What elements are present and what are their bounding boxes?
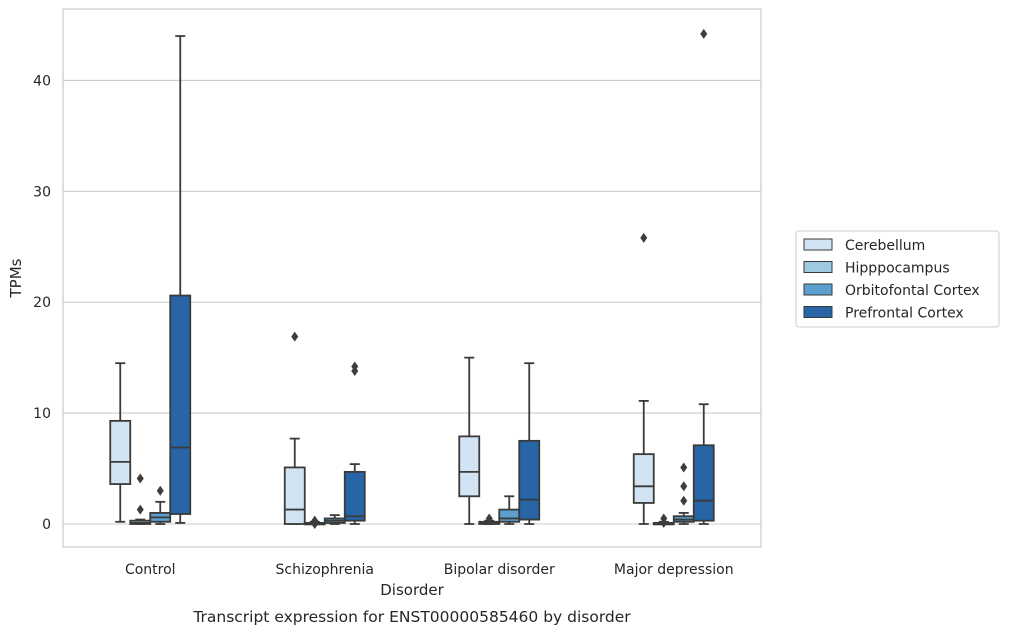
y-tick-label: 10 — [33, 406, 51, 422]
box-plot-area — [109, 28, 715, 529]
box-iqr — [518, 439, 541, 521]
outlier-point — [351, 365, 359, 376]
x-tick-label: Major depression — [614, 562, 734, 578]
x-tick-labels: Control Schizophrenia Bipolar disorder Majo… — [125, 562, 734, 578]
legend-label: Cerebellum — [845, 238, 925, 254]
outlier-point — [660, 517, 668, 528]
legend-swatch — [803, 306, 833, 318]
box-iqr — [169, 294, 192, 515]
box-iqr — [458, 435, 481, 498]
grid-lines — [63, 79, 761, 525]
legend-swatch — [803, 238, 833, 251]
outlier-point — [680, 495, 688, 506]
box-iqr — [632, 453, 655, 504]
outlier-point — [700, 28, 708, 39]
box-orbitofontal-cortex — [323, 514, 346, 525]
legend-label: Hipppocampus — [845, 261, 950, 277]
y-tick-label: 20 — [33, 295, 51, 311]
outlier-point — [311, 519, 319, 529]
box-iqr — [109, 419, 132, 485]
outlier-point — [136, 473, 144, 484]
box-hipppocampus — [303, 515, 326, 529]
x-axis-label: Disorder — [380, 581, 444, 599]
box-cerebellum — [109, 362, 132, 523]
box-prefrontal-cortex — [518, 362, 541, 525]
y-tick-label: 40 — [33, 73, 51, 89]
outlier-point — [680, 481, 688, 492]
box-prefrontal-cortex — [169, 35, 192, 524]
outlier-point — [640, 232, 648, 243]
outlier-point — [680, 462, 688, 473]
box-orbitofontal-cortex — [149, 485, 172, 525]
legend-item: Cerebellum — [803, 238, 925, 254]
outlier-point — [291, 331, 299, 342]
chart-caption: Transcript expression for ENST0000058546… — [192, 608, 631, 626]
outlier-point — [156, 485, 164, 496]
legend: Cerebellum Hipppocampus Orbitofontal Corte… — [795, 230, 1000, 328]
box-prefrontal-cortex — [343, 361, 366, 525]
box-iqr — [498, 508, 521, 523]
legend-swatch — [803, 283, 833, 296]
y-tick-labels: 0 10 20 30 40 — [33, 73, 51, 533]
box-iqr — [692, 444, 715, 522]
y-tick-label: 0 — [42, 517, 51, 533]
box-hipppocampus — [652, 513, 675, 528]
y-tick-label: 30 — [33, 184, 51, 200]
box-orbitofontal-cortex — [498, 495, 521, 525]
box-hipppocampus — [129, 473, 152, 525]
box-prefrontal-cortex — [692, 28, 715, 525]
y-axis-label: TPMs — [7, 258, 25, 298]
legend-item: Hipppocampus — [803, 261, 950, 277]
x-tick-label: Control — [125, 562, 176, 578]
box-cerebellum — [283, 331, 306, 525]
x-tick-label: Schizophrenia — [276, 562, 374, 578]
box-cerebellum — [458, 356, 481, 525]
box-orbitofontal-cortex — [672, 462, 695, 525]
plot-frame — [62, 8, 762, 548]
legend-label: Orbitofontal Cortex — [845, 283, 980, 299]
outlier-point — [485, 513, 493, 524]
box-hipppocampus — [478, 513, 501, 525]
box-iqr — [283, 466, 306, 525]
legend-label: Prefrontal Cortex — [845, 306, 964, 322]
legend-swatch — [803, 261, 833, 273]
legend-item: Orbitofontal Cortex — [803, 283, 980, 299]
box-cerebellum — [632, 232, 655, 525]
box-iqr — [343, 470, 366, 522]
outlier-point — [136, 504, 144, 515]
legend-frame — [795, 230, 1000, 328]
x-tick-label: Bipolar disorder — [444, 562, 555, 578]
legend-item: Prefrontal Cortex — [803, 306, 964, 322]
